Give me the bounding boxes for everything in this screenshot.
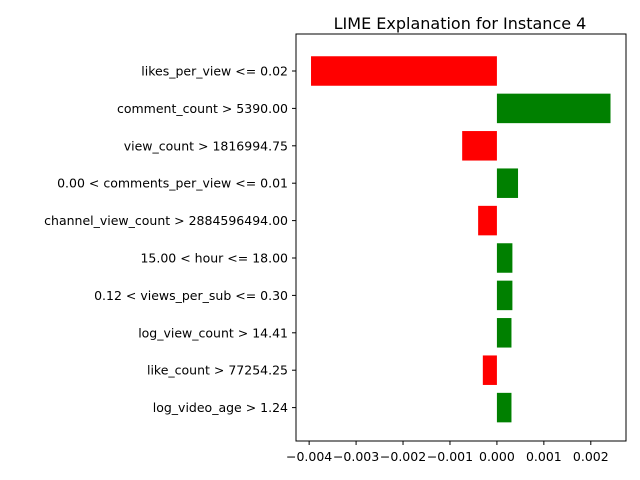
y-tick-label: likes_per_view <= 0.02 <box>141 64 288 79</box>
y-tick-label: log_view_count > 14.41 <box>138 325 288 340</box>
x-tick-label: −0.001 <box>427 449 473 464</box>
bar <box>482 355 497 385</box>
chart-title: LIME Explanation for Instance 4 <box>334 14 587 33</box>
bar <box>496 280 513 311</box>
y-axis-ticks: likes_per_view <= 0.02 comment_count > 53… <box>44 64 296 415</box>
y-tick-label: 0.00 < comments_per_view <= 0.01 <box>57 176 288 191</box>
bar <box>496 168 519 198</box>
bar <box>496 318 512 348</box>
bar <box>496 93 611 124</box>
x-tick-label: −0.004 <box>286 449 332 464</box>
bar <box>311 56 497 86</box>
bar <box>496 392 512 423</box>
bar <box>462 131 497 161</box>
x-tick-label: 0.000 <box>479 449 515 464</box>
y-tick-label: 15.00 < hour <= 18.00 <box>140 251 288 266</box>
x-tick-label: −0.002 <box>380 449 426 464</box>
y-tick-label: comment_count > 5390.00 <box>117 101 288 116</box>
bar <box>496 243 513 273</box>
x-tick-label: 0.002 <box>573 449 609 464</box>
x-tick-label: −0.003 <box>333 449 379 464</box>
x-tick-label: 0.001 <box>526 449 562 464</box>
y-tick-label: log_video_age > 1.24 <box>153 400 288 415</box>
y-tick-label: view_count > 1816994.75 <box>124 138 288 153</box>
bar <box>478 205 497 236</box>
y-tick-label: channel_view_count > 2884596494.00 <box>44 213 288 228</box>
bars-group <box>311 56 611 423</box>
y-tick-label: like_count > 77254.25 <box>147 363 288 378</box>
plot-frame <box>295 33 627 442</box>
y-tick-label: 0.12 < views_per_sub <= 0.30 <box>94 288 288 303</box>
x-axis-ticks: −0.004 −0.003 −0.002 −0.001 0.000 0.001 0.002 <box>286 441 609 464</box>
